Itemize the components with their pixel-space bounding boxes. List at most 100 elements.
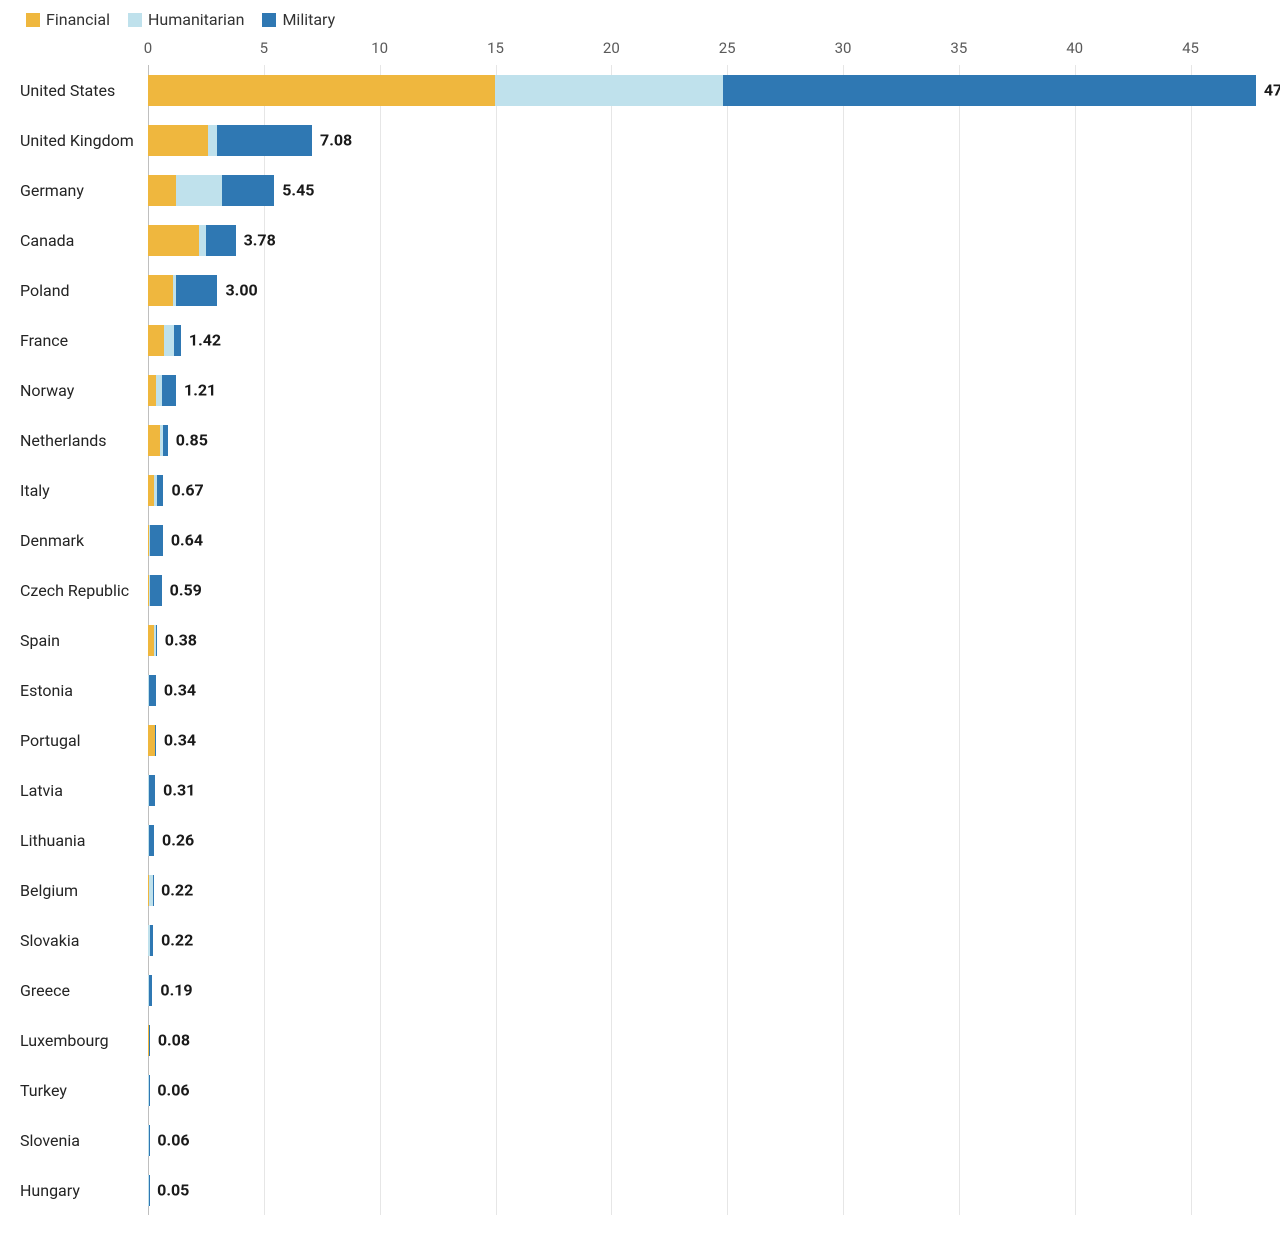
country-label: Denmark [20,515,148,565]
country-label: Estonia [20,665,148,715]
stacked-bar-chart: FinancialHumanitarianMilitary United Sta… [0,0,1280,1235]
bar-row: 5.45 [148,165,1260,215]
country-label: United States [20,65,148,115]
bar-track: 0.05 [148,1165,1260,1215]
bar-row: 0.67 [148,465,1260,515]
country-label: Slovenia [20,1115,148,1165]
bar-row: 0.22 [148,865,1260,915]
bar-stack [148,225,236,256]
x-tick-label: 10 [371,39,388,57]
bar-row: 3.78 [148,215,1260,265]
legend-label-humanitarian: Humanitarian [148,10,244,29]
bar-segment-humanitarian [164,325,174,356]
bar-track: 0.06 [148,1115,1260,1165]
bar-track: 0.67 [148,465,1260,515]
bar-row: 0.19 [148,965,1260,1015]
bar-stack [148,1175,149,1206]
bar-track: 1.21 [148,365,1260,415]
bar-row: 0.34 [148,665,1260,715]
bar-row: 0.06 [148,1065,1260,1115]
x-tick-label: 35 [950,39,967,57]
bar-segment-financial [148,275,173,306]
country-label: Belgium [20,865,148,915]
x-tick-label: 25 [719,39,736,57]
bar-row: 0.59 [148,565,1260,615]
country-label: Norway [20,365,148,415]
legend-item-humanitarian: Humanitarian [128,10,244,29]
bar-segment-military [149,975,152,1006]
bar-track: 3.78 [148,215,1260,265]
bar-stack [148,725,156,756]
bar-total-label: 0.67 [172,481,204,500]
bar-stack [148,475,164,506]
bar-total-label: 0.64 [171,531,203,550]
bar-stack [148,1125,149,1156]
bar-stack [148,325,181,356]
country-label: United Kingdom [20,115,148,165]
bar-track: 5.45 [148,165,1260,215]
bar-segment-military [149,825,154,856]
bar-segment-military [176,275,218,306]
bar-total-label: 0.85 [176,431,208,450]
bar-segment-financial [148,325,164,356]
bar-stack [148,975,152,1006]
bar-segment-military [150,925,153,956]
bar-track: 0.85 [148,415,1260,465]
bar-segment-humanitarian [495,75,722,106]
bar-total-label: 3.78 [244,231,276,250]
x-tick-label: 20 [603,39,620,57]
bar-row: 0.64 [148,515,1260,565]
bar-stack [148,275,218,306]
legend-label-military: Military [282,10,335,29]
bar-row: 47.82 [148,65,1260,115]
country-label: Slovakia [20,915,148,965]
bar-segment-military [150,575,162,606]
x-tick-label: 15 [487,39,504,57]
bar-track: 0.64 [148,515,1260,565]
bar-segment-military [150,525,163,556]
x-axis: 051015202530354045 [148,39,1260,65]
bar-total-label: 3.00 [226,281,258,300]
bar-stack [148,875,153,906]
bar-row: 0.31 [148,765,1260,815]
bar-segment-military [723,75,1256,106]
bar-row: 1.21 [148,365,1260,415]
legend-swatch-financial [26,13,40,27]
bar-total-label: 0.31 [163,781,195,800]
bar-segment-financial [148,225,199,256]
bar-segment-financial [148,175,176,206]
bar-total-label: 0.06 [157,1131,189,1150]
bar-segment-military [149,775,155,806]
plot-area: 051015202530354045 47.827.085.453.783.00… [148,39,1260,1215]
bar-total-label: 1.42 [189,331,221,350]
bar-stack [148,925,153,956]
bar-total-label: 0.34 [164,731,196,750]
bar-segment-military [149,675,156,706]
bar-stack [148,525,163,556]
country-label: Canada [20,215,148,265]
bar-stack [148,75,1256,106]
bar-total-label: 1.21 [184,381,216,400]
bars-container: 47.827.085.453.783.001.421.210.850.670.6… [148,65,1260,1215]
bar-total-label: 0.06 [157,1081,189,1100]
bar-track: 0.22 [148,865,1260,915]
bar-segment-humanitarian [208,125,217,156]
country-label: Poland [20,265,148,315]
bar-row: 0.34 [148,715,1260,765]
country-label: Turkey [20,1065,148,1115]
bar-track: 0.34 [148,665,1260,715]
bar-segment-military [222,175,274,206]
axis-spacer [20,39,148,65]
bar-track: 0.22 [148,915,1260,965]
bar-track: 0.59 [148,565,1260,615]
bar-total-label: 0.38 [165,631,197,650]
bar-total-label: 0.26 [162,831,194,850]
country-label: Greece [20,965,148,1015]
country-label: Germany [20,165,148,215]
bar-segment-military [206,225,236,256]
bar-row: 0.06 [148,1115,1260,1165]
country-label: Portugal [20,715,148,765]
bar-row: 0.38 [148,615,1260,665]
country-label: Italy [20,465,148,515]
bar-total-label: 0.34 [164,681,196,700]
